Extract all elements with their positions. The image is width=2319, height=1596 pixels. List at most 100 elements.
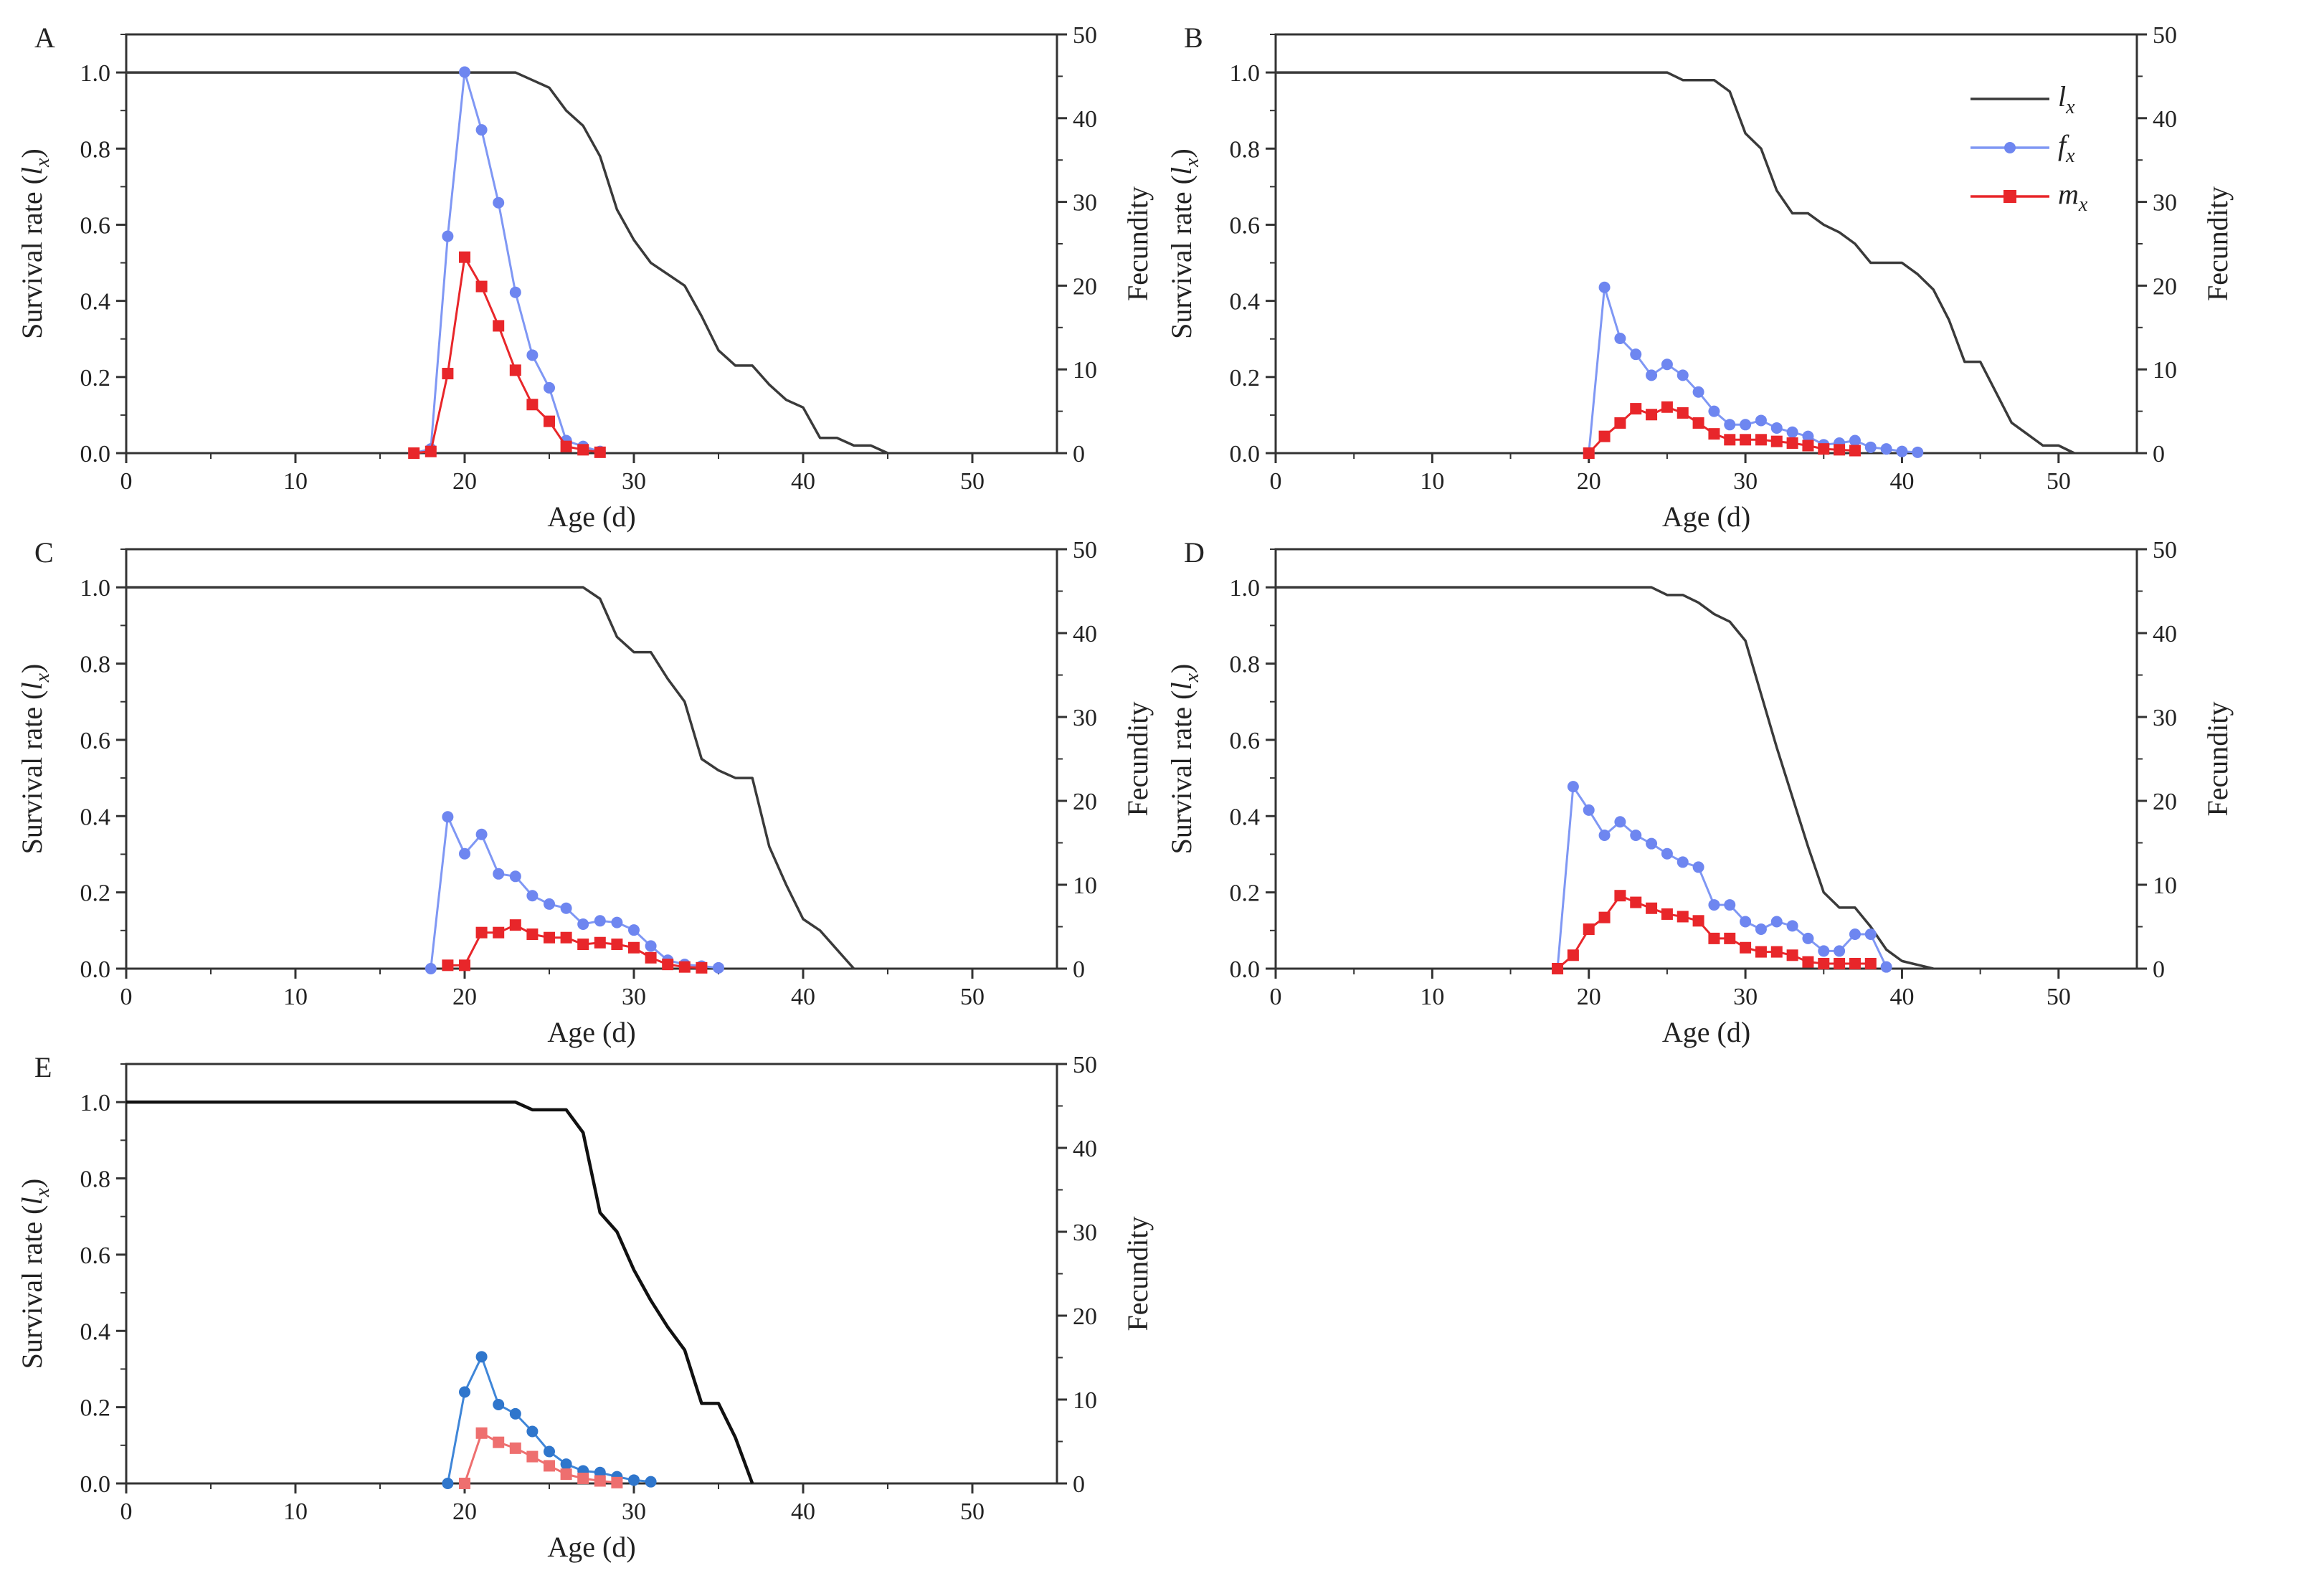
fx-point: [1646, 837, 1658, 850]
y-tick-label: 0.2: [80, 1395, 111, 1422]
y-tick-label: 1.0: [1230, 60, 1261, 87]
y2-axis-title: Fecundity: [2201, 702, 2234, 817]
y2-tick-label: 30: [1073, 190, 1097, 217]
y-tick-label: 0.8: [80, 1167, 111, 1193]
fx-point: [1724, 899, 1736, 911]
x-axis-title: Age (d): [547, 1531, 635, 1563]
legend-marker-mx: [2003, 190, 2016, 203]
fx-point: [628, 924, 640, 936]
x-tick-label: 30: [622, 984, 646, 1010]
y-tick-label: 0.4: [1230, 804, 1261, 830]
x-tick-label: 20: [452, 984, 477, 1010]
fx-point: [1724, 419, 1736, 431]
y-tick-label: 0.4: [80, 1319, 111, 1345]
mx-point: [560, 440, 572, 452]
mx-point: [1786, 949, 1798, 961]
panel-A: A 0 10 20 30 40 50 0.0 0.2 0.4 0.6 0.8 1.0 0 10 20 30 40 5…: [16, 22, 1154, 533]
mx-point: [1724, 932, 1736, 944]
mx-point: [1583, 923, 1595, 936]
mx-series-line: [1588, 406, 1856, 455]
fx-point: [459, 66, 470, 78]
fx-point: [1614, 332, 1626, 344]
y-tick-label: 0.2: [1230, 365, 1261, 391]
legend-label-fx: fx: [2058, 129, 2075, 167]
fx-point: [493, 868, 505, 880]
fx-point: [1740, 419, 1752, 431]
fx-point: [560, 1458, 572, 1471]
plot-frame: [125, 1063, 1058, 1485]
x-axis-title: Age (d): [1662, 500, 1750, 533]
fx-point: [459, 847, 470, 860]
mx-point: [493, 926, 505, 939]
x-tick-label: 50: [2047, 468, 2071, 495]
fx-point: [1692, 386, 1704, 398]
x-tick-label: 50: [2047, 984, 2071, 1010]
fx-point: [1912, 446, 1924, 458]
mx-point: [560, 931, 572, 944]
y2-tick-label: 10: [1073, 357, 1097, 384]
mx-point: [459, 251, 470, 263]
mx-point: [645, 951, 657, 964]
fx-point: [493, 196, 505, 209]
fx-point: [713, 961, 724, 974]
mx-point: [594, 936, 606, 949]
fx-point: [1786, 920, 1798, 932]
fx-point: [1880, 443, 1892, 455]
fx-point: [594, 915, 606, 927]
fx-point: [560, 902, 572, 914]
mx-point: [526, 1450, 539, 1463]
mx-point: [526, 928, 539, 941]
y2-tick-label: 30: [1073, 1220, 1097, 1246]
mx-point: [544, 931, 555, 944]
fx-point: [425, 963, 437, 974]
y-tick-label: 0.2: [80, 880, 111, 907]
plot-frame: [125, 548, 1058, 970]
y-axis-title: Survival rate (lx): [16, 148, 54, 339]
mx-point: [1677, 407, 1689, 419]
x-tick-label: 50: [960, 984, 985, 1010]
y-tick-label: 0.4: [80, 804, 111, 830]
mx-point: [493, 1436, 505, 1448]
y2-tick-label: 50: [2153, 22, 2177, 49]
fx-point: [1614, 816, 1626, 828]
x-tick-label: 10: [1420, 468, 1444, 495]
mx-point: [459, 1478, 470, 1489]
fx-point: [509, 870, 521, 883]
x-tick-label: 20: [452, 1498, 477, 1525]
y-tick-label: 1.0: [80, 575, 111, 602]
plot-frame: [125, 33, 1058, 455]
mx-point: [560, 1468, 572, 1481]
mx-point: [493, 320, 505, 332]
y-tick-label: 0.4: [80, 289, 111, 315]
fx-point: [442, 230, 454, 242]
mx-series-line: [463, 1432, 617, 1484]
fx-point: [442, 811, 454, 823]
fx-point: [526, 890, 539, 902]
mx-point: [442, 368, 454, 380]
mx-point: [475, 926, 488, 939]
mx-point: [628, 941, 640, 954]
mx-point: [459, 959, 470, 972]
y2-axis-title: Fecundity: [1121, 186, 1154, 301]
y2-tick-label: 10: [2153, 873, 2177, 899]
x-tick-label: 40: [791, 984, 815, 1010]
fx-point: [1661, 358, 1673, 371]
y-tick-label: 0.6: [80, 1243, 111, 1269]
y-tick-label: 0.0: [1230, 441, 1261, 467]
lx-series-line: [126, 1100, 754, 1484]
mx-point: [1755, 434, 1767, 446]
fx-point: [1880, 961, 1892, 973]
fx-point: [544, 1445, 555, 1458]
mx-series-line: [414, 256, 601, 455]
mx-point: [577, 444, 589, 456]
y2-tick-label: 20: [1073, 273, 1097, 300]
mx-point: [1818, 957, 1830, 969]
mx-point: [1583, 447, 1595, 459]
panel-label-D: D: [1184, 536, 1205, 569]
y-tick-label: 0.4: [1230, 289, 1261, 315]
x-tick-label: 40: [1889, 984, 1914, 1010]
mx-point: [1567, 949, 1579, 961]
mx-point: [594, 446, 606, 458]
fx-point: [509, 1407, 521, 1420]
mx-point: [611, 1476, 623, 1488]
